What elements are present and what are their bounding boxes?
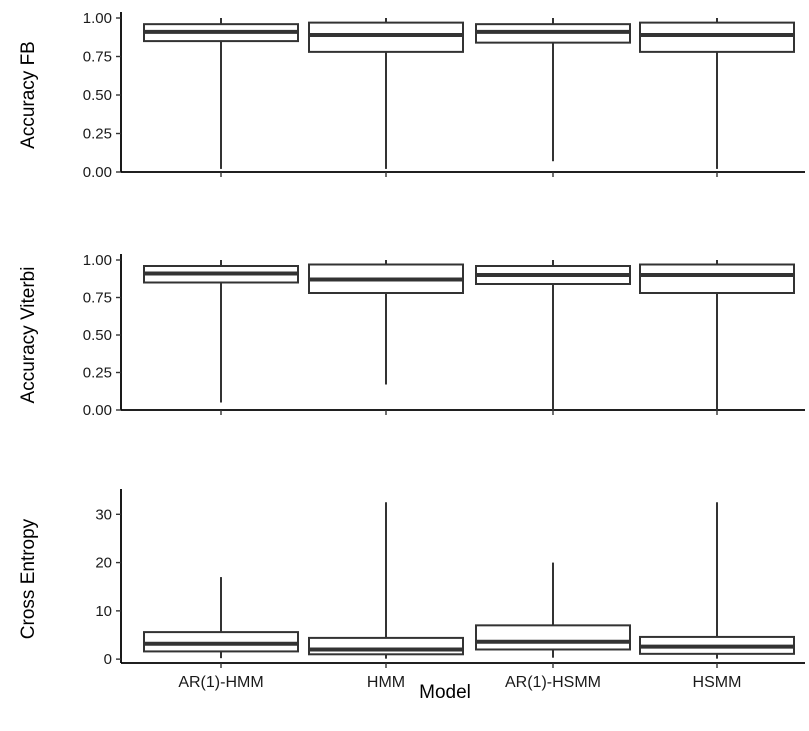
y-tick-label: 0.75 bbox=[83, 290, 112, 307]
box-ar-1-hsmm bbox=[475, 260, 631, 410]
y-tick-label: 0.50 bbox=[83, 87, 112, 104]
y-tick-label: 0.50 bbox=[83, 327, 112, 344]
iqr-box bbox=[639, 21, 795, 53]
box-hsmm bbox=[639, 18, 795, 169]
y-tick-label: 10 bbox=[95, 603, 112, 620]
iqr-box bbox=[639, 263, 795, 294]
box-hmm bbox=[308, 260, 464, 385]
panel-2: 0.00 0.25 0.50 0.75 1.00 Accuracy Viterbi bbox=[18, 252, 805, 419]
box-hsmm bbox=[639, 502, 795, 659]
box-ar-1-hsmm bbox=[475, 562, 631, 658]
y-tick-label: 0.25 bbox=[83, 365, 112, 382]
x-category-label: HMM bbox=[367, 674, 405, 691]
panel-y-axis-label: Accuracy FB bbox=[18, 41, 39, 149]
box-ar-1-hmm bbox=[143, 260, 299, 403]
x-category-label: AR(1)-HMM bbox=[178, 674, 263, 691]
y-tick-label: 0.00 bbox=[83, 164, 112, 181]
box-ar-1-hmm bbox=[143, 18, 299, 169]
box-hmm bbox=[308, 502, 464, 659]
box-hmm bbox=[308, 18, 464, 169]
y-tick-label: 0.25 bbox=[83, 126, 112, 143]
panel-y-axis-label: Cross Entropy bbox=[18, 518, 39, 639]
box-hsmm bbox=[639, 260, 795, 410]
y-tick-label: 20 bbox=[95, 555, 112, 572]
x-axis-label: Model bbox=[419, 682, 471, 703]
y-tick-label: 30 bbox=[95, 506, 112, 523]
iqr-box bbox=[308, 21, 464, 53]
y-tick-label: 0 bbox=[104, 651, 112, 668]
x-category-label: AR(1)-HSMM bbox=[505, 674, 601, 691]
y-tick-label: 1.00 bbox=[83, 252, 112, 269]
y-tick-label: 0.75 bbox=[83, 49, 112, 66]
y-tick-label: 1.00 bbox=[83, 10, 112, 27]
panel-y-axis-label: Accuracy Viterbi bbox=[18, 267, 39, 404]
y-tick-label: 0.00 bbox=[83, 402, 112, 419]
panel-3: 0 10 20 30 Cross Entropy bbox=[18, 489, 805, 668]
x-category-label: HSMM bbox=[693, 674, 742, 691]
box-ar-1-hmm bbox=[143, 577, 299, 659]
panel-1: 0.00 0.25 0.50 0.75 1.00 Accuracy FB bbox=[18, 10, 805, 181]
iqr-box bbox=[475, 624, 631, 651]
iqr-box bbox=[308, 636, 464, 656]
box-ar-1-hsmm bbox=[475, 18, 631, 162]
